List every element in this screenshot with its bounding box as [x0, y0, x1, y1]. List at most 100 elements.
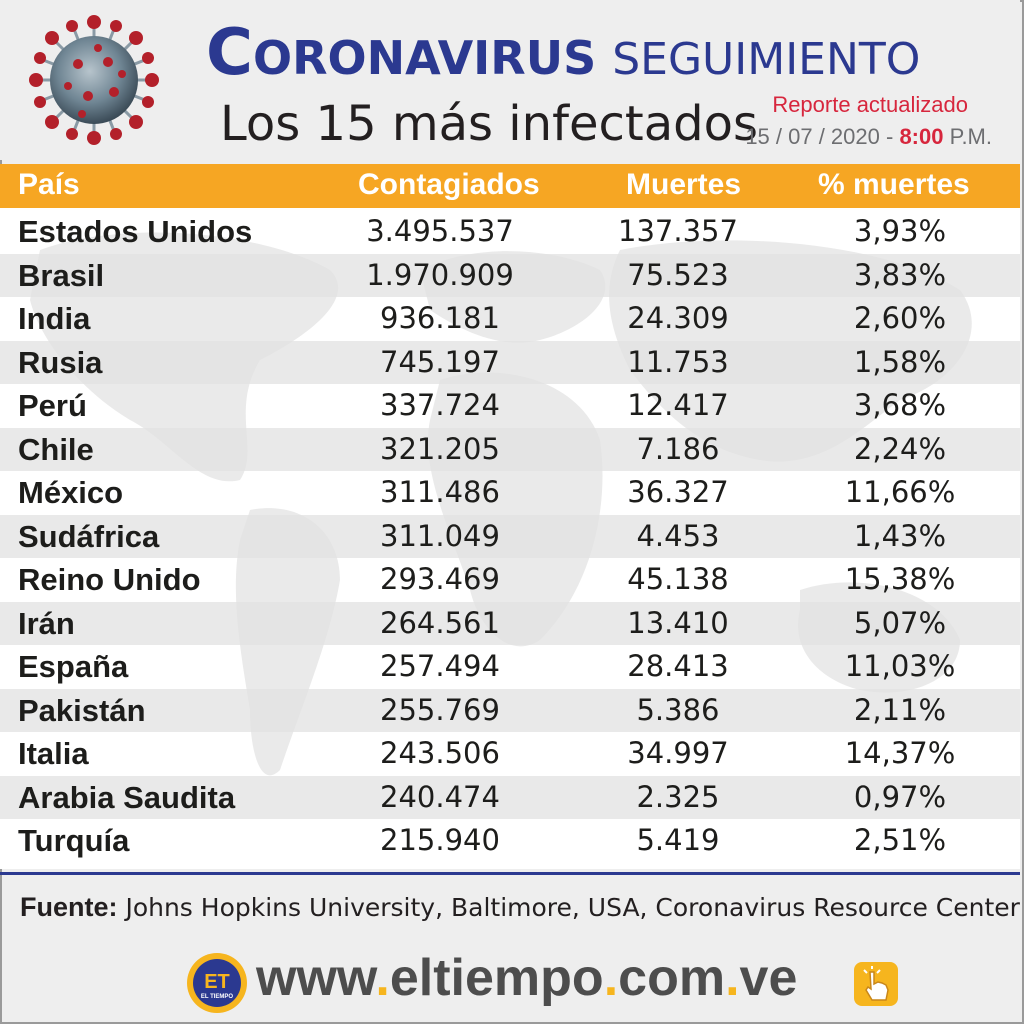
column-header-death-pct: % muertes — [818, 168, 970, 201]
table-row: Pakistán 255.769 5.386 2,11% — [0, 688, 1020, 732]
url-part: com — [618, 949, 726, 1007]
table-row: Reino Unido 293.469 45.138 15,38% — [0, 558, 1020, 602]
cell-death-pct: 3,93% — [853, 214, 947, 248]
data-table: País Contagiados Muertes % muertes Estad… — [0, 164, 1020, 869]
footer: ET EL TIEMPO www.eltiempo.com.ve — [0, 940, 1020, 1020]
table-row: Italia 243.506 34.997 14,37% — [0, 732, 1020, 776]
cell-deaths: 137.357 — [618, 214, 738, 248]
divider — [0, 872, 1020, 875]
table-row: Chile 321.205 7.186 2,24% — [0, 427, 1020, 471]
cell-deaths: 24.309 — [627, 301, 729, 335]
cell-country: India — [18, 301, 91, 336]
cell-deaths: 34.997 — [627, 736, 729, 770]
cell-cases: 1.970.909 — [366, 257, 514, 292]
cell-cases: 293.469 — [380, 562, 500, 596]
url-part: www — [256, 949, 376, 1007]
report-date: 15 / 07 / 2020 - 8:00 P.M. — [712, 124, 992, 150]
url-dot: . — [725, 949, 740, 1007]
table-row: Perú 337.724 12.417 3,68% — [0, 384, 1020, 428]
header: CORONAVIRUS SEGUIMIENTO Los 15 más infec… — [0, 0, 1020, 160]
url-dot: . — [375, 949, 390, 1007]
table-row: Brasil 1.970.909 75.523 3,83% — [0, 253, 1020, 297]
cell-death-pct: 11,03% — [844, 649, 956, 683]
cell-cases: 936.181 — [380, 301, 500, 335]
cell-country: Estados Unidos — [18, 214, 253, 249]
table-row: Estados Unidos 3.495.537 137.357 3,93% — [0, 210, 1020, 254]
cell-deaths: 28.413 — [627, 649, 729, 683]
column-header-cases: Contagiados — [358, 168, 540, 201]
cell-cases: 255.769 — [380, 692, 500, 727]
cell-cases: 321.205 — [380, 431, 500, 466]
cell-deaths: 13.410 — [627, 605, 729, 640]
cell-country: México — [18, 475, 124, 510]
logo-subtext: EL TIEMPO — [201, 994, 234, 1000]
cell-death-pct: 3,68% — [853, 388, 947, 422]
website-url[interactable]: www.eltiempo.com.ve — [256, 948, 797, 1008]
table-body: Estados Unidos 3.495.537 137.357 3,93% B… — [0, 210, 1020, 863]
table-row: Sudáfrica 311.049 4.453 1,43% — [0, 514, 1020, 558]
ampm-text: P.M. — [949, 124, 992, 149]
cell-cases: 243.506 — [380, 736, 500, 770]
cell-deaths: 12.417 — [627, 388, 729, 422]
cell-deaths: 45.138 — [627, 562, 729, 596]
cell-cases: 311.486 — [380, 475, 500, 509]
cell-deaths: 75.523 — [627, 257, 729, 292]
cell-death-pct: 2,60% — [853, 301, 947, 335]
cell-country: Pakistán — [18, 692, 146, 728]
cell-deaths: 36.327 — [627, 475, 729, 509]
cell-death-pct: 1,58% — [853, 344, 947, 379]
source-text: Johns Hopkins University, Baltimore, USA… — [125, 893, 1020, 922]
cell-country: Irán — [18, 605, 75, 641]
page-title: CORONAVIRUS SEGUIMIENTO — [206, 16, 921, 90]
el-tiempo-logo: ET EL TIEMPO — [187, 953, 247, 1013]
url-dot: . — [603, 949, 619, 1007]
cell-death-pct: 2,51% — [853, 823, 947, 857]
cell-cases: 264.561 — [380, 605, 500, 640]
cell-cases: 337.724 — [380, 388, 500, 422]
cell-deaths: 5.419 — [636, 823, 720, 857]
cell-cases: 215.940 — [380, 823, 500, 857]
logo-text: ET — [204, 971, 230, 993]
cell-deaths: 11.753 — [627, 344, 729, 379]
cell-death-pct: 15,38% — [844, 562, 956, 596]
cell-deaths: 4.453 — [636, 518, 720, 553]
table-row: Arabia Saudita 240.474 2.325 0,97% — [0, 775, 1020, 819]
cell-country: Arabia Saudita — [18, 779, 236, 815]
title-light: SEGUIMIENTO — [612, 34, 921, 85]
cell-death-pct: 5,07% — [853, 605, 947, 640]
cell-death-pct: 2,11% — [853, 692, 947, 727]
cell-country: Turquía — [18, 823, 130, 858]
url-part: eltiempo — [389, 949, 604, 1007]
cell-death-pct: 3,83% — [853, 257, 947, 292]
table-row: España 257.494 28.413 11,03% — [0, 645, 1020, 689]
table-row: India 936.181 24.309 2,60% — [0, 297, 1020, 341]
time-text: 8:00 — [899, 124, 944, 149]
report-label: Reporte actualizado — [772, 92, 968, 117]
source-label: Fuente: — [20, 892, 118, 922]
table-row: México 311.486 36.327 11,66% — [0, 471, 1020, 515]
cell-deaths: 2.325 — [636, 779, 720, 814]
cell-country: Perú — [18, 388, 87, 423]
cell-cases: 240.474 — [380, 779, 500, 814]
cell-deaths: 5.386 — [636, 692, 720, 727]
click-hand-icon — [854, 962, 898, 1006]
cell-country: Italia — [18, 736, 89, 771]
subtitle: Los 15 más infectados — [220, 96, 758, 152]
cell-cases: 311.049 — [380, 518, 500, 553]
cell-country: Chile — [18, 431, 94, 467]
title-first-letter: C — [206, 16, 253, 90]
cell-death-pct: 1,43% — [853, 518, 947, 553]
cell-death-pct: 14,37% — [844, 736, 956, 770]
cell-deaths: 7.186 — [636, 431, 720, 466]
date-text: 15 / 07 / 2020 - — [745, 124, 894, 149]
cell-cases: 257.494 — [380, 649, 500, 683]
cell-country: Rusia — [18, 344, 103, 380]
cell-cases: 3.495.537 — [366, 214, 514, 248]
table-row: Irán 264.561 13.410 5,07% — [0, 601, 1020, 645]
cell-country: Reino Unido — [18, 562, 201, 597]
cell-death-pct: 2,24% — [853, 431, 947, 466]
url-part: ve — [739, 949, 798, 1007]
cell-death-pct: 0,97% — [853, 779, 947, 814]
cell-cases: 745.197 — [380, 344, 500, 379]
coronavirus-icon — [29, 15, 159, 145]
